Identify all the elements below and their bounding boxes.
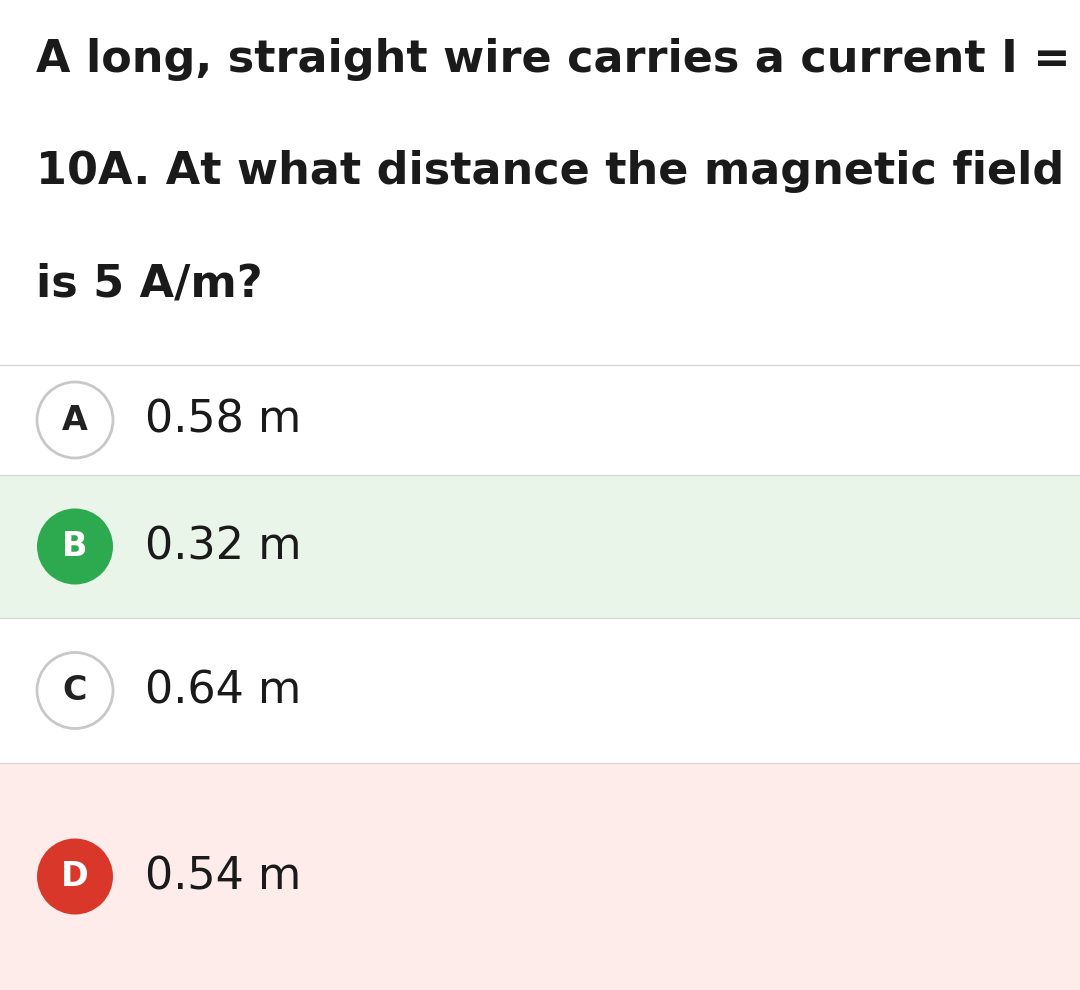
FancyBboxPatch shape (0, 365, 1080, 475)
Circle shape (37, 839, 113, 915)
Text: 10A. At what distance the magnetic field: 10A. At what distance the magnetic field (36, 150, 1064, 193)
Circle shape (37, 652, 113, 729)
Text: is 5 A/m?: is 5 A/m? (36, 262, 262, 305)
Circle shape (37, 509, 113, 584)
Text: 0.64 m: 0.64 m (145, 669, 301, 712)
Text: C: C (63, 674, 87, 707)
Text: A: A (62, 404, 87, 437)
Text: A long, straight wire carries a current I =: A long, straight wire carries a current … (36, 38, 1070, 81)
FancyBboxPatch shape (0, 763, 1080, 990)
Circle shape (37, 382, 113, 458)
Text: 0.54 m: 0.54 m (145, 855, 301, 898)
Text: B: B (63, 530, 87, 563)
Text: D: D (62, 860, 89, 893)
Text: 0.58 m: 0.58 m (145, 399, 301, 442)
Text: 0.32 m: 0.32 m (145, 525, 301, 568)
FancyBboxPatch shape (0, 618, 1080, 763)
FancyBboxPatch shape (0, 475, 1080, 618)
